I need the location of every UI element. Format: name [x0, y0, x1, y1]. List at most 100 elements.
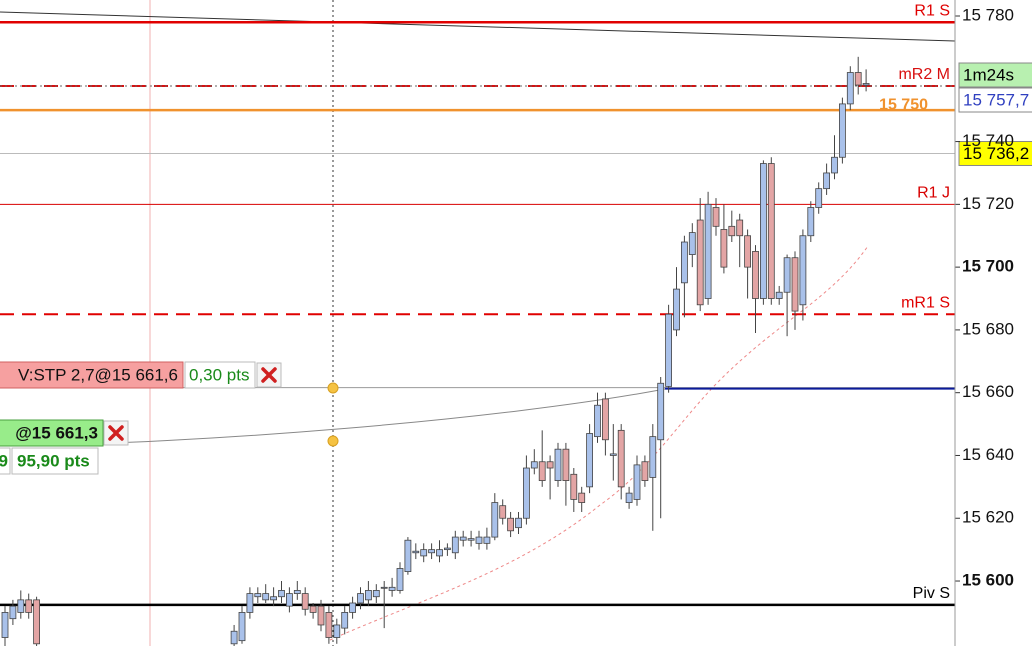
y-tick-label: 15 640	[962, 445, 1014, 464]
level-label: R1 J	[917, 185, 950, 202]
candle-body	[254, 593, 262, 598]
order-label: @15 661,3	[15, 423, 98, 442]
close-button[interactable]	[261, 367, 277, 383]
candle-body	[594, 404, 601, 438]
anchor	[327, 382, 339, 394]
order-pts: 95,90 pts	[17, 451, 90, 470]
candle-body	[443, 547, 451, 551]
candle-body	[688, 232, 696, 255]
candle-body	[491, 502, 499, 538]
candle-body	[396, 568, 404, 591]
candle-body	[262, 593, 270, 601]
candle-body	[1, 612, 9, 638]
price-box	[958, 87, 1032, 113]
order-label: V:STP 2,7@15 661,6	[18, 365, 178, 384]
level-label: 15 750	[879, 96, 928, 113]
candle-body	[744, 235, 751, 268]
candle-body	[704, 203, 712, 299]
candle-body	[451, 536, 459, 554]
price-box	[958, 62, 1032, 88]
candle-body	[428, 549, 436, 554]
level-label: R1 S	[914, 3, 950, 20]
candle-body	[285, 593, 293, 607]
candle-body	[578, 492, 586, 503]
order-box	[184, 361, 256, 389]
candle-body	[767, 163, 775, 299]
candle-body	[854, 72, 862, 86]
candle-body	[775, 291, 783, 299]
candle-body	[523, 467, 530, 519]
candle-body	[17, 599, 25, 613]
candle-body	[341, 612, 349, 629]
candle-body	[673, 288, 680, 331]
candle-body	[333, 624, 341, 638]
candle-body	[459, 536, 467, 541]
candle-body	[507, 517, 515, 532]
order-box	[0, 447, 11, 475]
y-tick-label: 15 720	[962, 194, 1014, 213]
candle-body	[562, 448, 570, 481]
candle-body	[823, 172, 830, 190]
candle-body	[270, 596, 278, 601]
candle-body	[839, 103, 846, 158]
candle-body	[538, 461, 546, 481]
order-pts: 0,30 pts	[189, 365, 250, 384]
y-tick-label: 15 600	[962, 571, 1014, 590]
candle-body	[301, 593, 309, 610]
candle-body	[238, 612, 246, 642]
candle-body	[609, 453, 617, 456]
candle-body	[420, 549, 428, 557]
candle-body	[736, 219, 744, 237]
candle-body	[641, 461, 649, 481]
candle-body	[602, 398, 609, 441]
candle-body	[846, 72, 854, 105]
candle-body	[760, 163, 767, 299]
candle-body	[791, 257, 799, 312]
candle-body	[372, 590, 380, 598]
y-tick-label: 15 680	[962, 319, 1014, 338]
y-tick-label: 15 780	[962, 5, 1014, 24]
price-box-label: 1m24s	[963, 65, 1014, 84]
candle-body	[317, 605, 325, 626]
candle-body	[862, 83, 870, 86]
price-box-label: 15 757,7	[963, 90, 1029, 109]
candle-body	[831, 156, 838, 174]
candle-body	[309, 605, 317, 613]
price-box	[958, 140, 1032, 166]
candle-body	[586, 433, 593, 488]
close-button[interactable]	[108, 425, 124, 441]
candle-body	[807, 207, 815, 237]
candle-body	[649, 436, 657, 478]
candle-body	[720, 229, 728, 268]
y-tick-label: 15 740	[962, 131, 1014, 150]
anchor	[327, 435, 339, 447]
candle-body	[752, 251, 759, 299]
candle-body	[412, 550, 420, 554]
candle-body	[278, 590, 285, 598]
candle-body	[436, 549, 443, 557]
candle-body	[475, 536, 483, 544]
candle-body	[712, 207, 720, 227]
y-tick-label: 15 660	[962, 382, 1014, 401]
order-box	[11, 447, 99, 475]
candle-body	[467, 538, 475, 541]
candle-body	[625, 492, 633, 503]
candle-body	[388, 586, 396, 591]
candle-body	[815, 188, 823, 208]
y-tick-label: 15 700	[962, 257, 1014, 276]
order-qty: 9	[0, 451, 8, 470]
level-label: Piv S	[913, 585, 950, 602]
candle-body	[499, 505, 507, 519]
order-box	[0, 361, 184, 389]
candle-body	[617, 429, 625, 488]
candle-body	[696, 219, 704, 306]
candle-body	[325, 612, 333, 638]
candle-body	[483, 536, 491, 544]
candle-body	[633, 464, 641, 500]
candle-body	[33, 599, 40, 645]
candle-body	[364, 590, 372, 601]
candle-body	[546, 461, 554, 469]
y-tick-label: 15 620	[962, 508, 1014, 527]
candle-body	[293, 590, 301, 594]
